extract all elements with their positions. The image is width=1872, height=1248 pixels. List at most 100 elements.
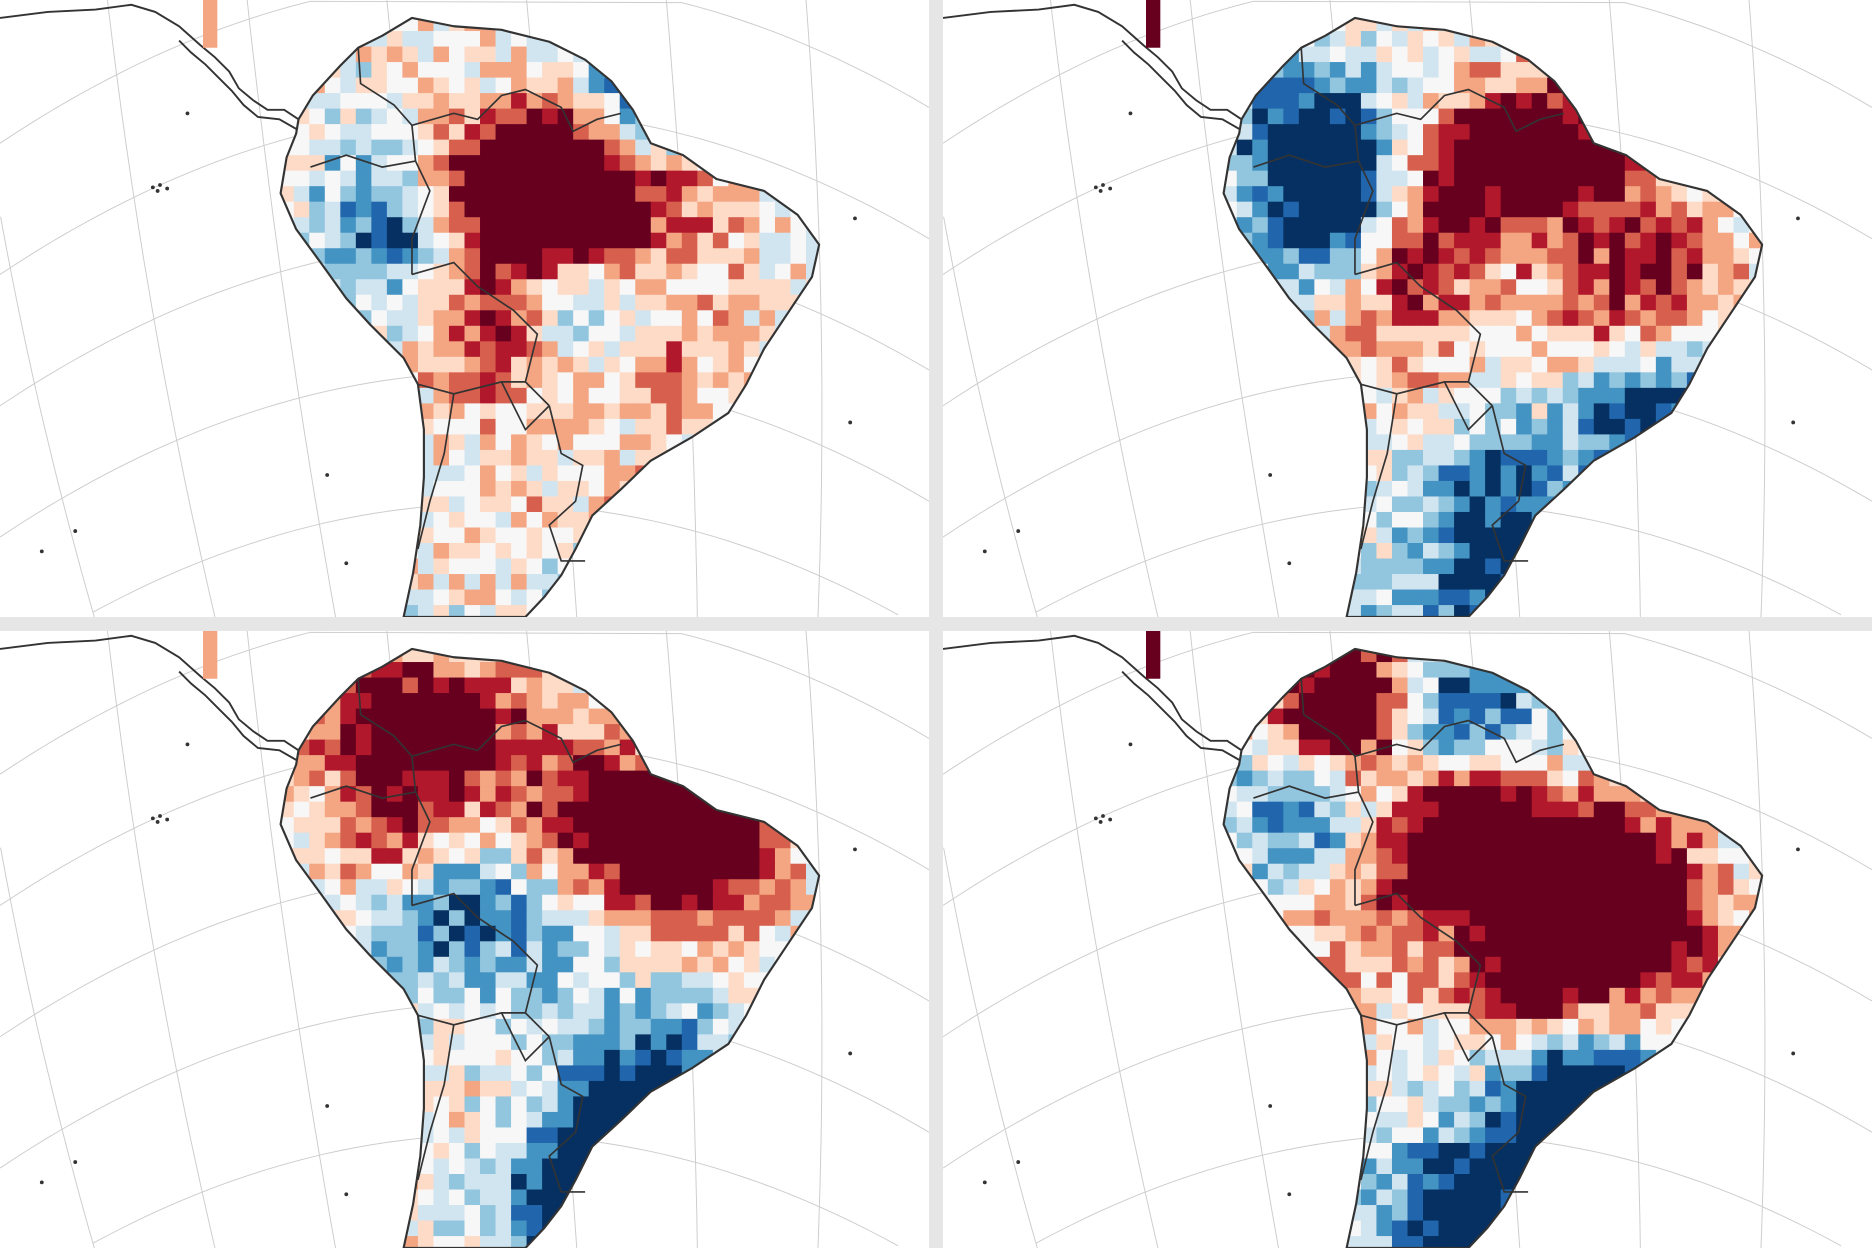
grid-cell bbox=[1283, 801, 1300, 818]
island-marker bbox=[150, 816, 155, 821]
grid-cell bbox=[650, 248, 667, 265]
grid-cell bbox=[1267, 372, 1284, 389]
grid-cell bbox=[759, 124, 776, 141]
grid-cell bbox=[1206, 481, 1222, 497]
grid-cell bbox=[1283, 677, 1300, 694]
grid-cell bbox=[1469, 496, 1486, 513]
grid-cell bbox=[666, 1174, 683, 1191]
grid-cell bbox=[573, 724, 590, 741]
grid-cell bbox=[1329, 31, 1347, 48]
grid-cell bbox=[650, 46, 667, 63]
grid-cell bbox=[1516, 62, 1533, 79]
grid-cell bbox=[681, 465, 698, 482]
grid-cell bbox=[448, 925, 466, 942]
grid-cell bbox=[1686, 232, 1704, 249]
grid-cell bbox=[619, 1065, 636, 1082]
grid-cell bbox=[1562, 403, 1579, 420]
grid-cell bbox=[1765, 631, 1781, 647]
grid-cell bbox=[650, 465, 667, 482]
grid-cell bbox=[1733, 434, 1750, 451]
grid-cell bbox=[340, 543, 357, 560]
grid-cell bbox=[1765, 605, 1781, 617]
grid-cell bbox=[1562, 418, 1579, 436]
grid-cell bbox=[1516, 693, 1533, 710]
grid-cell bbox=[371, 894, 388, 911]
grid-cell bbox=[822, 248, 838, 264]
grid-cell bbox=[573, 139, 590, 156]
grid-cell bbox=[743, 465, 761, 482]
grid-cell bbox=[464, 77, 481, 94]
grid-cell bbox=[728, 279, 745, 296]
grid-cell bbox=[604, 1174, 621, 1191]
grid-cell bbox=[355, 449, 372, 467]
grid-cell bbox=[511, 263, 528, 280]
grid-cell bbox=[1531, 170, 1548, 187]
grid-cell bbox=[371, 1189, 388, 1206]
grid-cell bbox=[309, 941, 326, 958]
grid-cell bbox=[1765, 465, 1781, 481]
grid-cell bbox=[433, 511, 450, 529]
grid-cell bbox=[309, 972, 326, 989]
grid-cell bbox=[355, 543, 372, 560]
grid-cell bbox=[1733, 449, 1750, 467]
grid-cell bbox=[464, 1189, 481, 1206]
grid-cell bbox=[1376, 310, 1393, 327]
grid-cell bbox=[666, 1080, 683, 1098]
grid-cell bbox=[759, 1142, 776, 1160]
grid-cell bbox=[635, 1205, 652, 1222]
grid-cell bbox=[588, 832, 605, 849]
grid-cell bbox=[340, 1127, 357, 1144]
grid-cell bbox=[340, 186, 357, 203]
country-border bbox=[548, 1036, 586, 1193]
grid-cell bbox=[1749, 310, 1763, 327]
grid-cell bbox=[324, 1003, 341, 1020]
country-border bbox=[411, 719, 622, 764]
grid-cell bbox=[386, 108, 404, 125]
grid-cell bbox=[324, 1111, 341, 1129]
grid-cell bbox=[511, 294, 528, 311]
grid-cell bbox=[1671, 279, 1688, 296]
grid-cell bbox=[697, 662, 714, 679]
grid-cell bbox=[417, 1003, 435, 1020]
grid-cell bbox=[1547, 574, 1564, 591]
grid-cell bbox=[1283, 217, 1300, 234]
grid-cell bbox=[619, 589, 636, 606]
grid-cell bbox=[1671, 232, 1688, 249]
grid-cell bbox=[280, 605, 295, 617]
grid-cell bbox=[433, 93, 450, 110]
grid-cell bbox=[1329, 217, 1347, 234]
grid-cell bbox=[1686, 574, 1704, 591]
grid-cell bbox=[464, 310, 481, 327]
grid-cell bbox=[1500, 786, 1517, 803]
grid-cell bbox=[712, 708, 729, 725]
grid-cell bbox=[604, 574, 621, 591]
grid-cell bbox=[542, 648, 559, 663]
grid-cell bbox=[1345, 631, 1361, 647]
grid-cell bbox=[355, 1080, 372, 1098]
grid-cell bbox=[681, 1236, 698, 1248]
grid-cell bbox=[386, 46, 404, 63]
grid-cell bbox=[480, 848, 497, 865]
grid-cell bbox=[1624, 263, 1641, 280]
grid-cell bbox=[340, 434, 357, 451]
grid-cell bbox=[681, 1080, 698, 1098]
grid-cell bbox=[1547, 372, 1564, 389]
grid-cell bbox=[480, 77, 497, 94]
grid-cell bbox=[1438, 31, 1455, 48]
grid-cell bbox=[511, 46, 528, 63]
grid-cell bbox=[526, 894, 543, 911]
grid-cell bbox=[1686, 201, 1704, 218]
grid-cell bbox=[1283, 558, 1300, 575]
grid-cell bbox=[1252, 739, 1269, 756]
grid-cell bbox=[573, 574, 590, 591]
grid-cell bbox=[728, 465, 745, 482]
grid-cell bbox=[619, 1189, 636, 1206]
grid-cell bbox=[511, 1220, 528, 1237]
grid-cell bbox=[448, 987, 466, 1004]
grid-cell bbox=[1314, 631, 1330, 647]
island-marker bbox=[1287, 561, 1292, 566]
grid-cell bbox=[1562, 648, 1579, 663]
grid-cell bbox=[1283, 403, 1300, 420]
grid-cell bbox=[1562, 279, 1579, 296]
grid-cell bbox=[557, 263, 574, 280]
